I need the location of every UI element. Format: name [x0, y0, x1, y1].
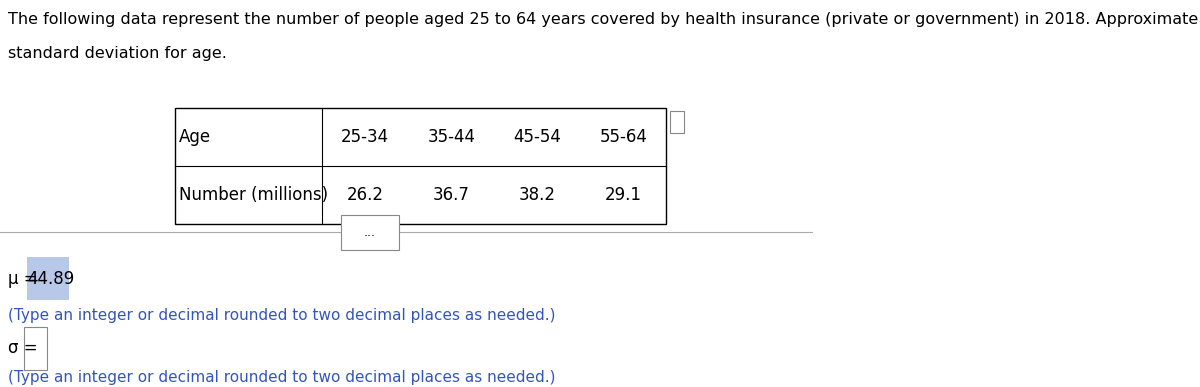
Text: 38.2: 38.2 [518, 187, 556, 204]
Text: ...: ... [364, 226, 376, 239]
Text: Number (millions): Number (millions) [179, 187, 328, 204]
Text: 35-44: 35-44 [427, 128, 475, 146]
Text: μ =: μ = [8, 270, 43, 288]
Bar [26, 257, 70, 300]
Text: 29.1: 29.1 [605, 187, 642, 204]
Text: 55-64: 55-64 [600, 128, 647, 146]
Text: (Type an integer or decimal rounded to two decimal places as needed.): (Type an integer or decimal rounded to t… [8, 308, 556, 323]
Text: standard deviation for age.: standard deviation for age. [8, 46, 227, 62]
Bar [670, 111, 684, 134]
Text: 25-34: 25-34 [341, 128, 389, 146]
Text: Age: Age [179, 128, 211, 146]
Text: (Type an integer or decimal rounded to two decimal places as needed.): (Type an integer or decimal rounded to t… [8, 370, 556, 385]
Bar [24, 327, 47, 370]
Text: 26.2: 26.2 [347, 187, 384, 204]
Text: 45-54: 45-54 [514, 128, 562, 146]
Text: σ =: σ = [8, 339, 43, 357]
Text: 44.89: 44.89 [28, 270, 74, 288]
Text: 36.7: 36.7 [433, 187, 469, 204]
Bar [341, 215, 400, 250]
Text: The following data represent the number of people aged 25 to 64 years covered by: The following data represent the number … [8, 12, 1200, 27]
